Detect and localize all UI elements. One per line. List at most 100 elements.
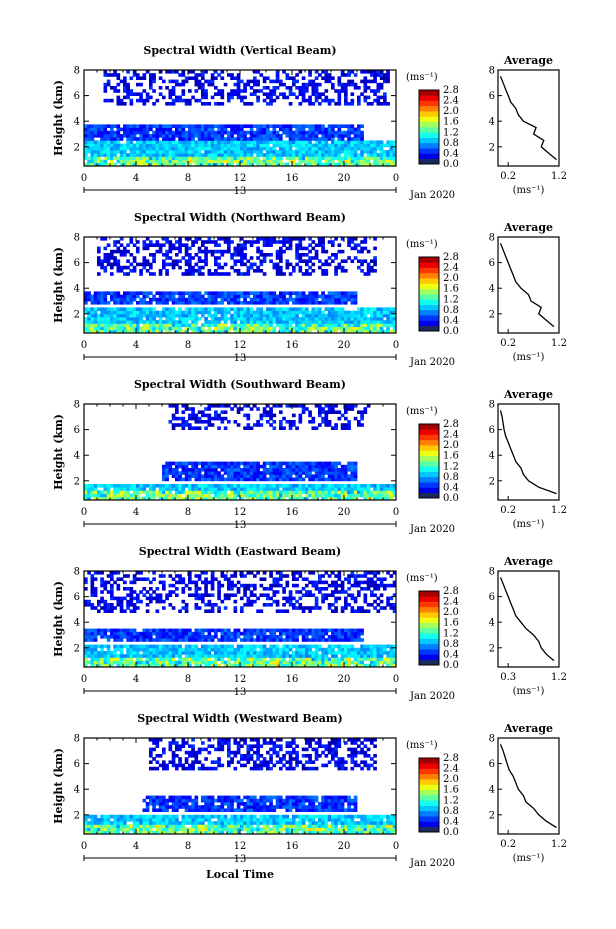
heatmap-cell [223,404,228,408]
heatmap-cell [243,301,247,305]
heatmap-cell [220,89,225,93]
heatmap-cell [314,124,319,128]
heatmap-cell [279,426,283,430]
heatmap-cell [194,79,199,84]
heatmap-cell [269,253,273,257]
heatmap-cell [149,496,153,501]
heatmap-cell [194,644,199,649]
heatmap-cell [324,313,329,318]
heatmap-cell [347,70,351,74]
heatmap-cell [314,301,319,305]
heatmap-cell [334,253,338,257]
heatmap-cell [110,587,114,591]
x-tick-label: 16 [286,340,299,351]
heatmap-cell [295,307,299,311]
heatmap-cell [106,606,111,610]
heatmap-cell [139,76,143,80]
heatmap-cell [214,137,218,141]
heatmap-cell [194,297,199,302]
heatmap-cell [181,256,186,260]
heatmap-cell [184,474,189,478]
heatmap-cell [230,124,234,128]
heatmap-cell [324,413,329,418]
heatmap-cell [334,294,338,299]
heatmap-cell [324,98,329,103]
heatmap-cell [90,297,95,302]
heatmap-cell [184,246,189,251]
heatmap-cell [324,477,329,482]
heatmap-cell [321,92,325,96]
heatmap-cell [324,404,329,408]
heatmap-cell [383,143,387,148]
heatmap-cell [90,134,95,138]
heatmap-cell [171,631,176,636]
heatmap-cell [123,297,127,302]
heatmap-cell [282,313,286,318]
heatmap-cell [240,477,244,482]
heatmap-cell [246,124,251,128]
heatmap-cell [184,423,189,427]
heatmap-cell [165,326,169,331]
heatmap-cell [184,660,189,665]
heatmap-cell [113,291,117,295]
heatmap-cell [334,153,338,157]
heatmap-cell [136,143,140,148]
heatmap-cell [132,487,137,491]
heatmap-cell [207,404,212,408]
heatmap-cell [288,140,293,144]
heatmap-cell [360,156,364,160]
heatmap-cell [279,420,283,424]
heatmap-cell [145,320,150,324]
heatmap-cell [123,657,127,661]
heatmap-cell [334,487,338,491]
heatmap-cell [214,269,218,273]
heatmap-cell [246,102,251,106]
heatmap-cell [110,590,114,594]
heatmap-cell [386,320,390,324]
heatmap-cell [314,404,319,408]
heatmap-cell [253,320,257,324]
heatmap-cell [103,317,108,321]
heatmap-cell [123,487,127,491]
heatmap-cell [279,477,283,482]
heatmap-cell [93,590,98,594]
heatmap-cell [269,474,273,478]
heatmap-cell [145,317,150,321]
heatmap-cell [253,137,257,141]
heatmap-cell [292,317,296,321]
heatmap-cell [113,484,117,488]
heatmap-cell [93,587,98,591]
heatmap-cell [165,146,169,151]
heatmap-cell [139,291,143,295]
colorbar-segment [419,272,439,279]
heatmap-cell [305,468,309,472]
heatmap-cell [340,423,345,427]
heatmap-cell [201,82,205,87]
heatmap-cell [142,246,147,251]
heatmap-cell [259,317,264,321]
heatmap-cell [184,490,189,494]
heatmap-cell [106,320,111,324]
heatmap-cell [84,326,88,331]
heatmap-cell [392,156,397,160]
heatmap-cell [129,153,134,157]
heatmap-cell [314,134,319,138]
heatmap-cell [292,468,296,472]
heatmap-cell [103,635,108,639]
heatmap-cell [275,313,280,318]
heatmap-cell [165,631,169,636]
heatmap-cell [223,310,228,315]
heatmap-cell [178,663,182,668]
heatmap-cell [178,162,182,167]
heatmap-cell [227,150,231,154]
heatmap-cell [331,487,335,491]
heatmap-cell [100,580,104,585]
heatmap-cell [191,593,195,597]
heatmap-cell [331,468,335,472]
heatmap-cell [136,246,140,251]
heatmap-cell [110,603,114,607]
heatmap-cell [298,464,303,469]
heatmap-cell [201,484,205,488]
heatmap-cell [370,490,374,494]
heatmap-cell [246,301,251,305]
